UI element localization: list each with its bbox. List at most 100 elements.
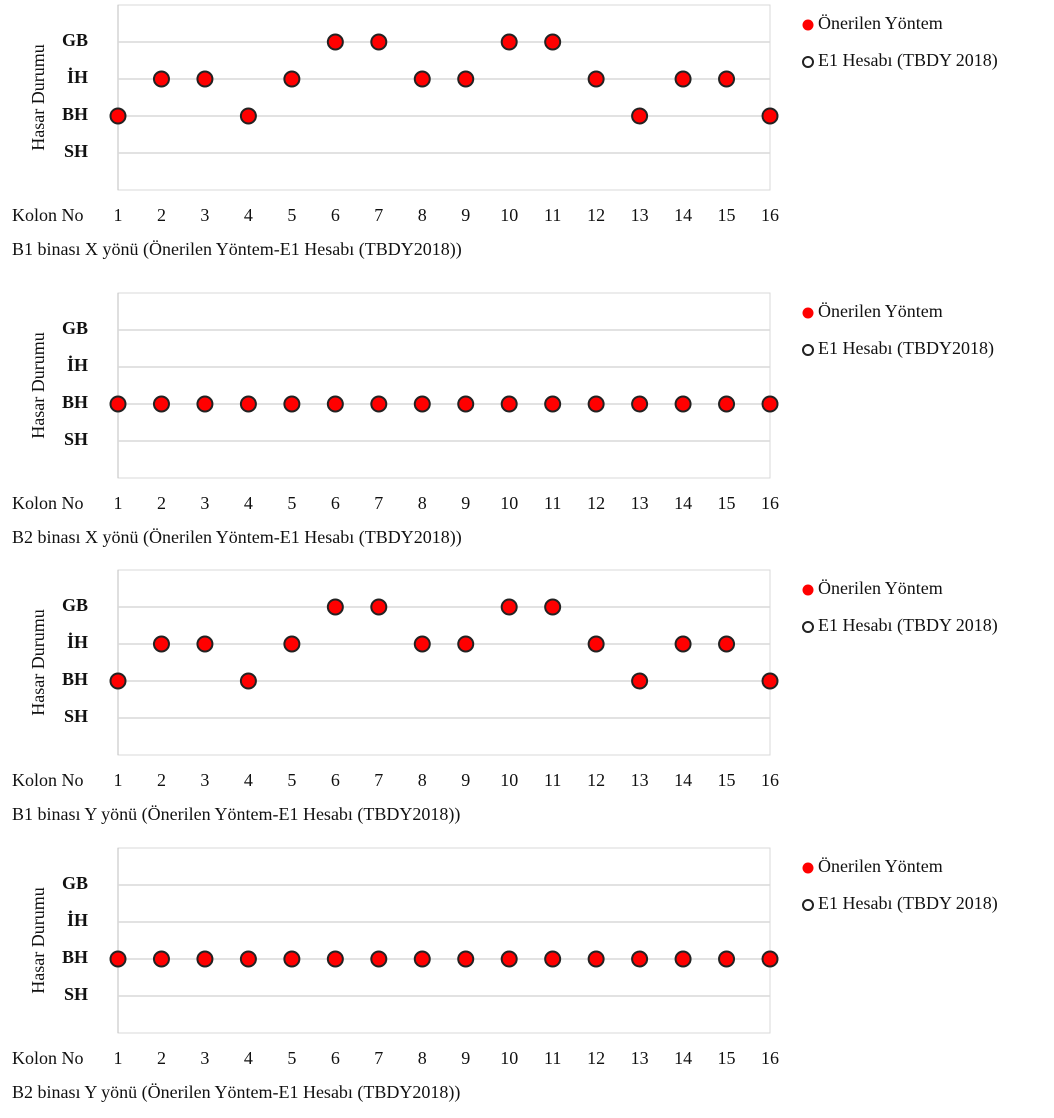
x-tick-label: 7 — [374, 493, 383, 513]
point — [414, 71, 430, 87]
point — [327, 599, 343, 615]
point — [632, 951, 648, 967]
point-open — [457, 70, 475, 88]
point — [588, 71, 604, 87]
point — [371, 951, 387, 967]
point-open — [718, 70, 736, 88]
point-open — [152, 950, 170, 968]
legend-label: E1 Hesabı (TBDY 2018) — [818, 615, 998, 636]
x-tick-label: 15 — [718, 493, 736, 513]
y-tick-label: İH — [67, 67, 88, 87]
point — [110, 951, 126, 967]
point-open — [370, 395, 388, 413]
point — [110, 396, 126, 412]
x-tick-label: 4 — [244, 493, 253, 513]
legend-marker — [802, 862, 814, 874]
y-tick-label: GB — [62, 318, 88, 338]
point — [545, 951, 561, 967]
point — [284, 396, 300, 412]
point-open — [370, 950, 388, 968]
point — [110, 673, 126, 689]
x-tick-label: 14 — [674, 493, 692, 513]
x-tick-label: 16 — [761, 1048, 779, 1068]
y-axis-title: Hasar Durumu — [28, 44, 48, 150]
point-open — [196, 395, 214, 413]
point-open — [283, 395, 301, 413]
chart-caption: B1 binası X yönü (Önerilen Yöntem-E1 Hes… — [12, 239, 462, 260]
x-tick-label: 4 — [244, 1048, 253, 1068]
point-open — [457, 395, 475, 413]
plot-frame — [117, 292, 771, 479]
point — [371, 396, 387, 412]
point-open — [326, 395, 344, 413]
y-axis-title: Hasar Durumu — [28, 332, 48, 438]
legend-marker — [802, 344, 814, 356]
x-tick-label: 9 — [461, 1048, 470, 1068]
point-open — [587, 950, 605, 968]
x-tick-label: 12 — [587, 205, 605, 225]
point-open — [500, 598, 518, 616]
y-tick-label: BH — [62, 392, 88, 412]
x-tick-label: 9 — [461, 770, 470, 790]
point-open — [196, 950, 214, 968]
x-tick-label: 6 — [331, 205, 340, 225]
legend-label: Önerilen Yöntem — [818, 301, 943, 321]
point — [458, 951, 474, 967]
x-tick-label: 15 — [718, 205, 736, 225]
point-open — [544, 598, 562, 616]
point-open — [109, 107, 127, 125]
point — [762, 396, 778, 412]
point-open — [674, 950, 692, 968]
point — [414, 951, 430, 967]
x-tick-label: 1 — [114, 770, 123, 790]
point-open — [457, 635, 475, 653]
x-tick-label: 4 — [244, 770, 253, 790]
point-open — [152, 395, 170, 413]
x-tick-label: 16 — [761, 205, 779, 225]
legend-label: Önerilen Yöntem — [818, 856, 943, 876]
point — [327, 951, 343, 967]
x-tick-label: 2 — [157, 770, 166, 790]
point-open — [109, 395, 127, 413]
x-tick-label: 11 — [544, 205, 561, 225]
x-tick-label: 12 — [587, 1048, 605, 1068]
legend-marker — [802, 307, 814, 319]
y-tick-label: GB — [62, 873, 88, 893]
x-tick-label: 13 — [631, 493, 649, 513]
chart-caption: B1 binası Y yönü (Önerilen Yöntem-E1 Hes… — [12, 804, 460, 825]
point — [545, 396, 561, 412]
point — [588, 636, 604, 652]
y-tick-label: BH — [62, 104, 88, 124]
x-axis-title: Kolon No — [12, 493, 84, 513]
point — [588, 396, 604, 412]
point — [458, 71, 474, 87]
point-open — [326, 33, 344, 51]
x-axis-title: Kolon No — [12, 770, 84, 790]
x-axis-title: Kolon No — [12, 205, 84, 225]
x-tick-label: 13 — [631, 1048, 649, 1068]
point-open — [631, 107, 649, 125]
x-tick-label: 1 — [114, 493, 123, 513]
x-tick-label: 2 — [157, 493, 166, 513]
plot-frame — [117, 847, 771, 1034]
y-axis-title: Hasar Durumu — [28, 609, 48, 715]
point-open — [631, 672, 649, 690]
point-open — [370, 598, 388, 616]
x-tick-label: 3 — [200, 205, 209, 225]
point-open — [196, 70, 214, 88]
point — [327, 396, 343, 412]
y-tick-label: SH — [64, 984, 88, 1004]
point — [284, 636, 300, 652]
legend-marker — [802, 584, 814, 596]
x-tick-label: 16 — [761, 493, 779, 513]
x-tick-label: 5 — [287, 205, 296, 225]
point-open — [544, 950, 562, 968]
point — [197, 396, 213, 412]
point-open — [587, 395, 605, 413]
x-tick-label: 4 — [244, 205, 253, 225]
x-tick-label: 1 — [114, 205, 123, 225]
plot-frame — [117, 569, 771, 756]
point-open — [196, 635, 214, 653]
point — [588, 951, 604, 967]
point-open — [761, 672, 779, 690]
